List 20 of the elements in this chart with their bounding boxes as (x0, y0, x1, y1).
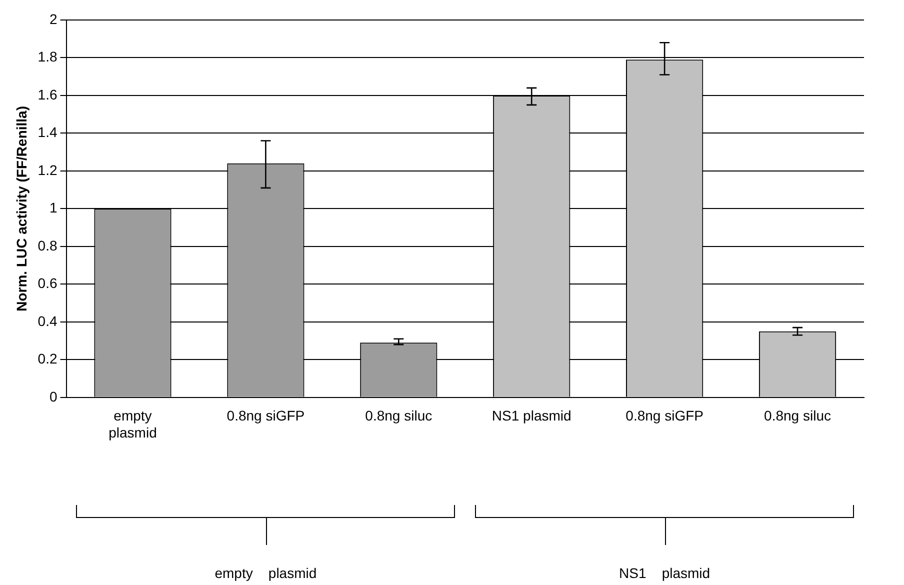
x-tick-label: 0.8ng siGFP (626, 408, 704, 424)
x-tick-label: empty plasmid (108, 408, 157, 440)
y-tick-label: 1.8 (38, 48, 58, 65)
y-tick-label: 0.2 (38, 350, 58, 367)
x-tick-label: 0.8ng siluc (764, 408, 831, 424)
y-tick-label: 1.2 (38, 162, 58, 178)
y-axis-title: Norm. LUC activity (FF/Renilla) (13, 106, 30, 312)
y-tick-label: 0.8 (38, 237, 58, 254)
x-tick-label: NS1 plasmid (492, 408, 572, 424)
y-tick-label: 1.6 (38, 86, 58, 102)
y-tick-label: 0.4 (38, 312, 58, 329)
text: empty plasmid (214, 565, 317, 581)
y-tick-label: 1 (49, 200, 58, 216)
y-tick-label: 1.4 (38, 124, 58, 140)
text: NS1 plasmid (619, 565, 710, 581)
x-tick-label: 0.8ng siGFP (226, 408, 305, 424)
x-tick-label: 0.8ng siluc (365, 408, 432, 424)
y-tick-label: 2 (49, 10, 58, 27)
y-tick-label: 0 (49, 388, 58, 404)
y-tick-label: 0.6 (38, 275, 58, 292)
